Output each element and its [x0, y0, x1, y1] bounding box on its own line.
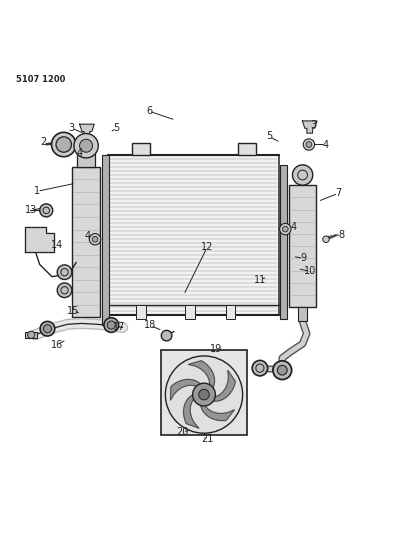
Bar: [238, 143, 256, 155]
Text: 5: 5: [113, 123, 120, 133]
Polygon shape: [302, 121, 317, 133]
Circle shape: [74, 134, 98, 158]
Text: 12: 12: [201, 242, 213, 252]
Polygon shape: [171, 379, 204, 400]
Circle shape: [165, 356, 243, 433]
Text: 6: 6: [146, 106, 152, 116]
Text: 4: 4: [290, 222, 297, 232]
Text: 15: 15: [67, 306, 79, 316]
Bar: [132, 143, 150, 155]
Bar: [72, 167, 100, 317]
Polygon shape: [201, 394, 235, 421]
Text: 3: 3: [69, 123, 75, 133]
Circle shape: [277, 365, 287, 375]
Bar: [25, 332, 37, 338]
Text: 8: 8: [338, 230, 344, 240]
Circle shape: [293, 165, 313, 185]
Text: 17: 17: [113, 322, 126, 333]
Polygon shape: [184, 393, 204, 428]
Circle shape: [43, 325, 51, 333]
Circle shape: [199, 389, 209, 400]
Bar: [280, 165, 287, 319]
Bar: [161, 350, 247, 435]
Circle shape: [86, 146, 91, 151]
Circle shape: [27, 331, 35, 338]
Text: 9: 9: [301, 253, 307, 263]
Circle shape: [282, 226, 288, 232]
Circle shape: [252, 360, 268, 376]
Text: 1: 1: [34, 186, 40, 196]
Circle shape: [303, 139, 315, 150]
Circle shape: [323, 236, 329, 243]
Text: 16: 16: [51, 340, 63, 350]
Text: 2: 2: [40, 138, 47, 148]
Circle shape: [57, 283, 72, 297]
Polygon shape: [188, 361, 215, 394]
Text: 3: 3: [311, 120, 317, 130]
Circle shape: [107, 321, 115, 329]
Circle shape: [40, 321, 55, 336]
Bar: [298, 307, 308, 321]
Text: 10: 10: [304, 266, 316, 277]
Circle shape: [56, 137, 71, 152]
Text: 18: 18: [144, 320, 156, 330]
Polygon shape: [204, 370, 235, 401]
Text: 5: 5: [266, 131, 272, 141]
Circle shape: [83, 143, 94, 154]
Polygon shape: [25, 227, 54, 252]
Text: 4: 4: [77, 148, 83, 158]
Circle shape: [279, 223, 291, 235]
Circle shape: [89, 233, 101, 245]
Bar: [109, 155, 279, 316]
Circle shape: [51, 132, 76, 157]
Circle shape: [306, 142, 312, 147]
Text: 4: 4: [323, 140, 329, 150]
Circle shape: [273, 361, 292, 379]
Circle shape: [57, 265, 72, 279]
Circle shape: [80, 139, 93, 152]
Text: 4: 4: [85, 231, 91, 241]
Bar: [136, 305, 146, 319]
Text: 7: 7: [335, 188, 341, 198]
Text: 5107 1200: 5107 1200: [16, 75, 66, 84]
Circle shape: [161, 330, 172, 341]
Bar: [289, 185, 316, 307]
Text: 11: 11: [254, 274, 266, 285]
Text: 14: 14: [51, 240, 63, 250]
Text: 20: 20: [177, 427, 189, 438]
Bar: [102, 155, 109, 326]
Circle shape: [92, 237, 98, 242]
Circle shape: [104, 318, 119, 333]
Bar: [185, 305, 195, 319]
Circle shape: [193, 383, 215, 406]
Polygon shape: [80, 124, 94, 136]
Text: 21: 21: [201, 434, 213, 445]
Circle shape: [40, 204, 53, 217]
Text: 13: 13: [25, 205, 37, 215]
Bar: [226, 305, 235, 319]
Bar: [77, 146, 95, 167]
Text: 19: 19: [210, 344, 222, 353]
